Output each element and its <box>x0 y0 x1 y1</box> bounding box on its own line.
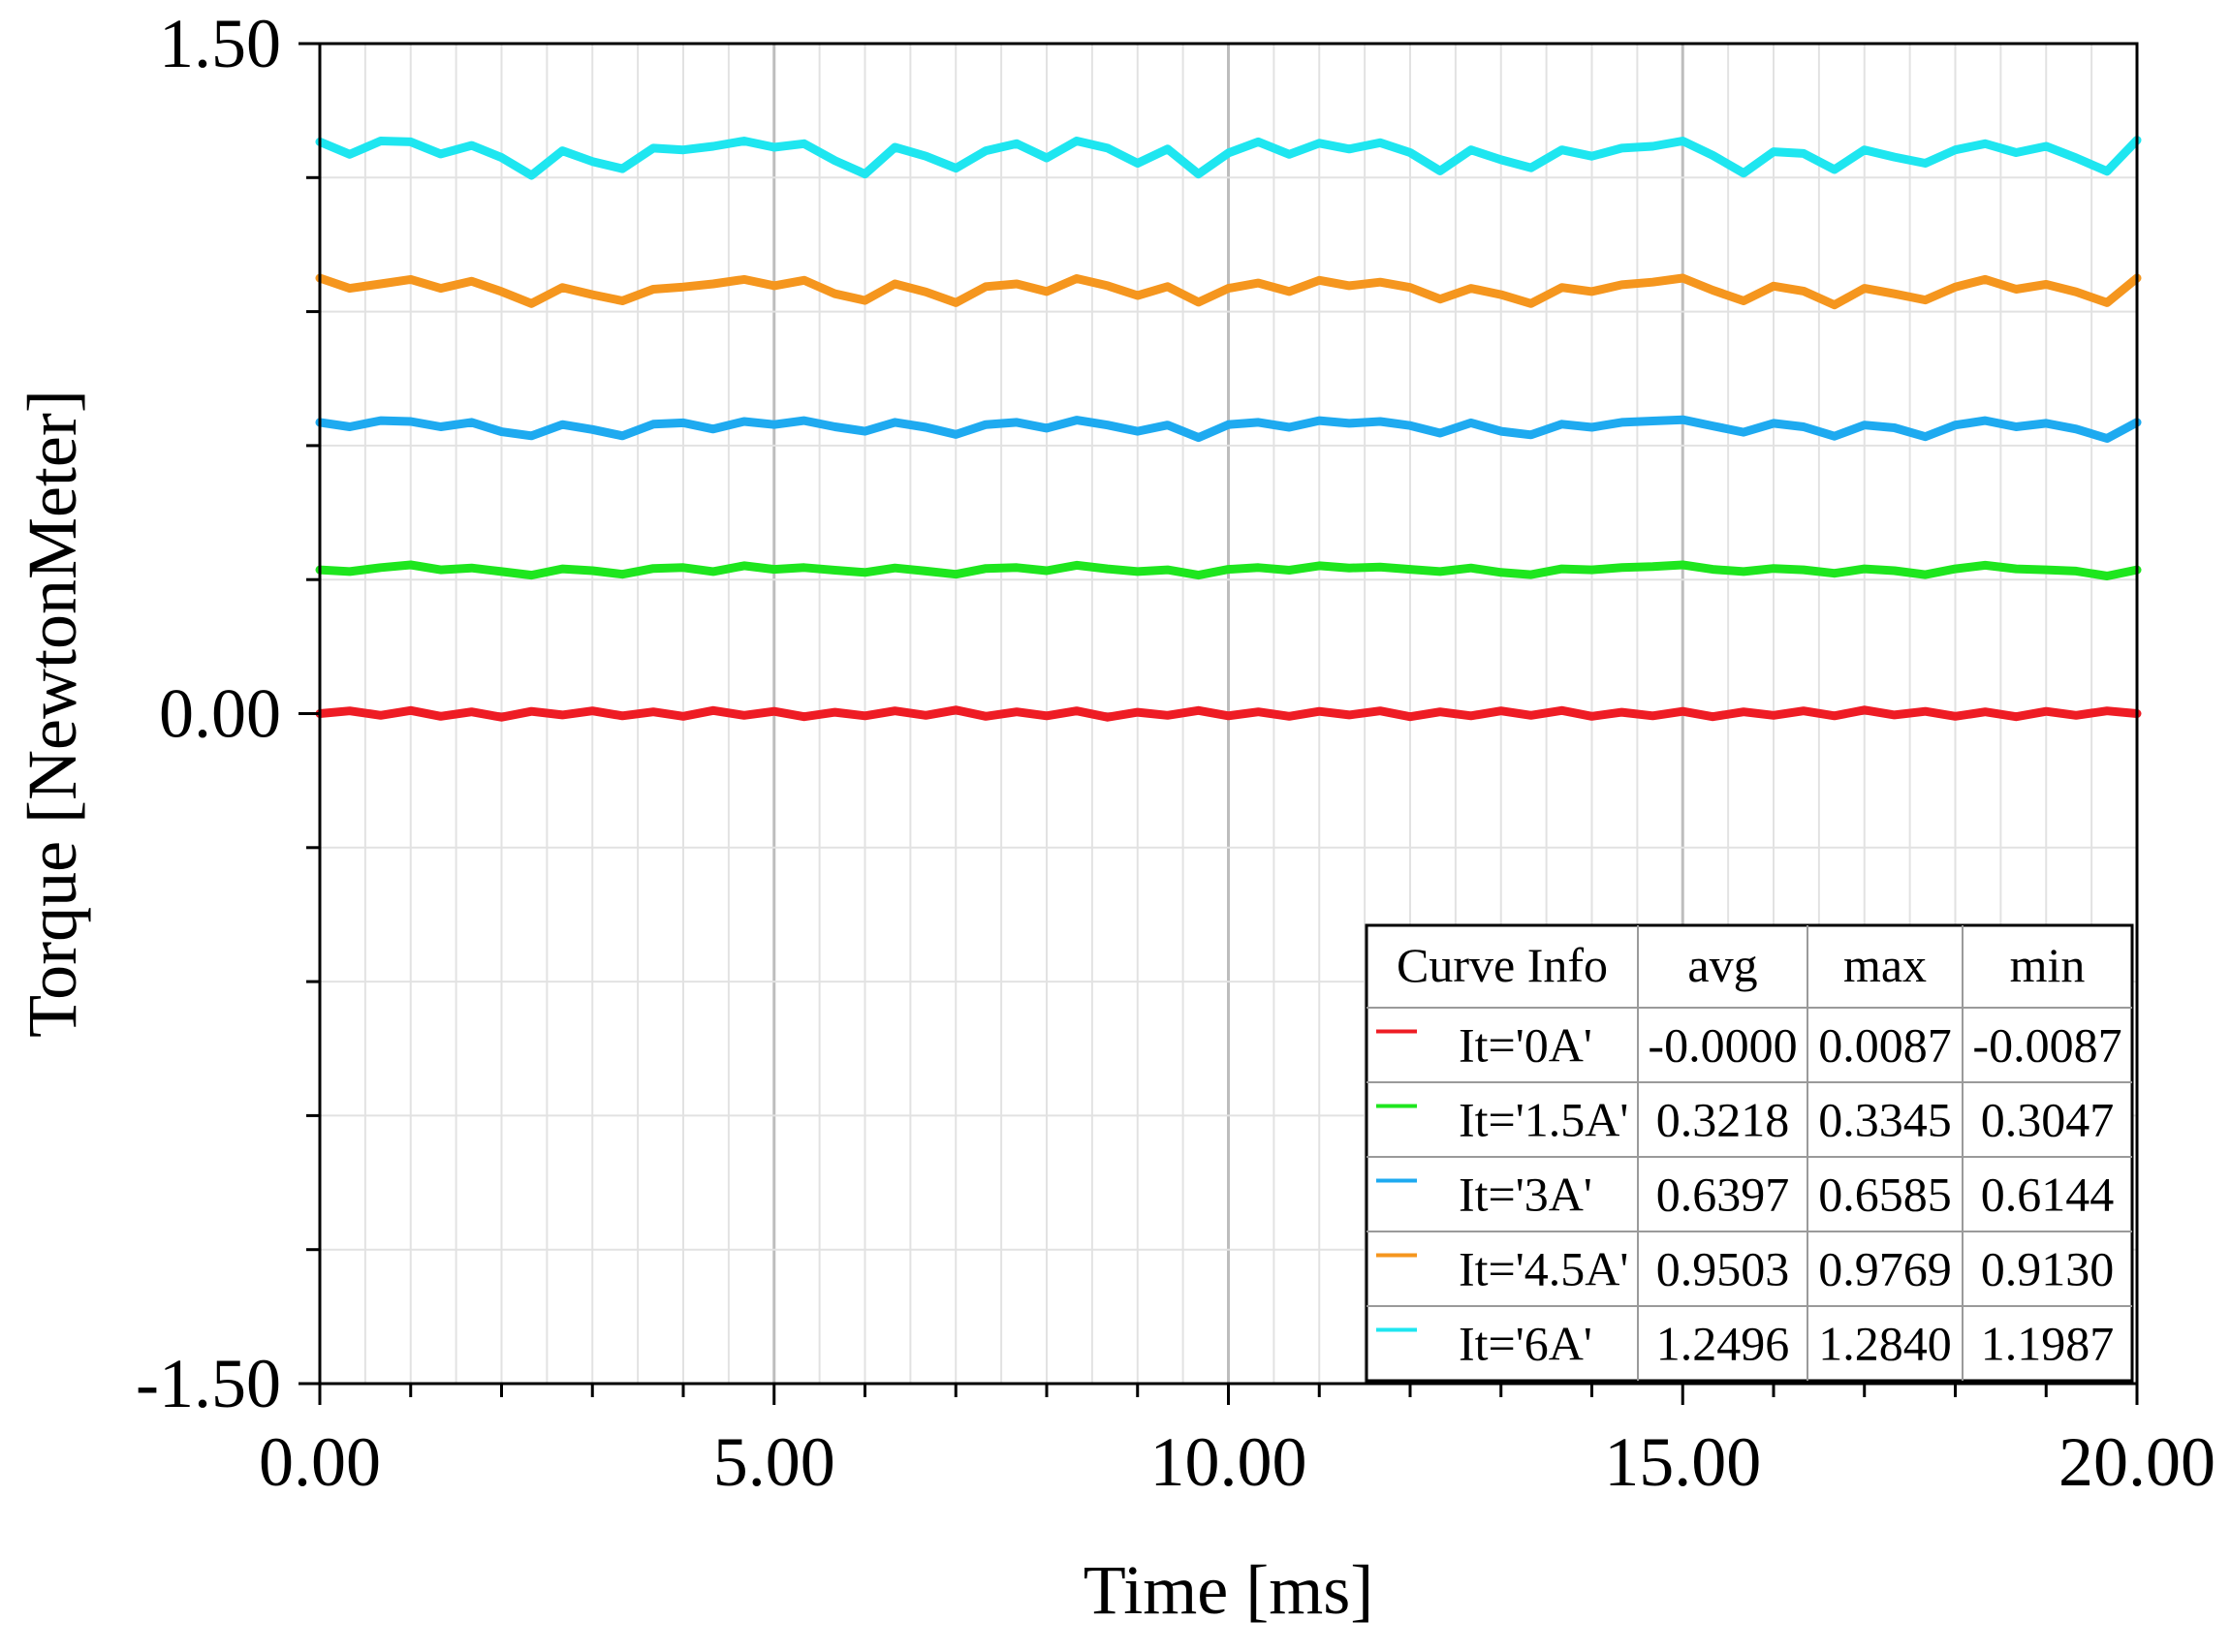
series-line <box>315 560 2142 580</box>
y-tick-label: -1.50 <box>136 1345 281 1422</box>
y-axis-label: Torque [NewtonMeter] <box>14 390 91 1038</box>
legend-value: -0.0087 <box>1972 1018 2121 1073</box>
y-tick-label: 0.00 <box>159 675 281 753</box>
legend-header: avg <box>1687 938 1757 992</box>
legend-series-name: It='4.5A' <box>1459 1242 1628 1296</box>
series-line <box>315 705 2142 722</box>
legend-series-name: It='1.5A' <box>1459 1093 1628 1147</box>
legend-series-name: It='6A' <box>1459 1317 1592 1371</box>
legend-value: 0.9503 <box>1656 1242 1790 1296</box>
legend-value: -0.0000 <box>1648 1018 1797 1073</box>
legend-value: 0.6585 <box>1818 1168 1952 1222</box>
legend-table: Curve Info avg max min It='0A' -0.0000 0.0087-… <box>1365 923 2134 1383</box>
series-line <box>315 273 2142 310</box>
tick-labels: 0.00 5.00 10.00 15.00 20.00-1.500.001.50 <box>136 5 2215 1501</box>
legend-series-name: It='3A' <box>1459 1168 1592 1222</box>
legend-value: 0.0087 <box>1818 1018 1952 1073</box>
legend-value: 0.6144 <box>1981 1168 2115 1222</box>
x-axis-label: Time [ms] <box>1084 1551 1373 1629</box>
legend-value: 0.6397 <box>1656 1168 1790 1222</box>
x-tick-label: 15.00 <box>1604 1423 1761 1501</box>
series-line <box>315 136 2142 180</box>
x-tick-label: 5.00 <box>713 1423 835 1501</box>
legend-box <box>1365 923 2134 1383</box>
legend-header: min <box>2010 938 2086 992</box>
series-line <box>315 415 2142 443</box>
legend-header: Curve Info <box>1397 938 1608 992</box>
legend-header: max <box>1843 938 1927 992</box>
legend-value: 0.3047 <box>1981 1093 2115 1147</box>
axis-ticks <box>299 42 2139 1405</box>
legend-value: 0.9130 <box>1981 1242 2115 1296</box>
legend-value: 0.3218 <box>1656 1093 1790 1147</box>
legend-value: 1.2496 <box>1656 1317 1790 1371</box>
legend-value: 1.1987 <box>1981 1317 2115 1371</box>
series-lines <box>315 136 2142 722</box>
x-tick-label: 10.00 <box>1150 1423 1307 1501</box>
x-tick-label: 20.00 <box>2058 1423 2215 1501</box>
x-tick-label: 0.00 <box>259 1423 381 1501</box>
legend-value: 1.2840 <box>1818 1317 1952 1371</box>
legend-value: 0.9769 <box>1818 1242 1952 1296</box>
y-tick-label: 1.50 <box>159 5 281 82</box>
legend-series-name: It='0A' <box>1459 1018 1592 1073</box>
legend-value: 0.3345 <box>1818 1093 1952 1147</box>
